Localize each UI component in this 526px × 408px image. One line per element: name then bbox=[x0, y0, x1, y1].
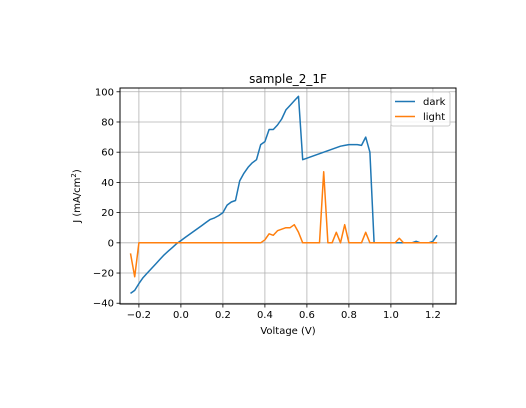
x-axis-ticks: −0.2 0.0 0.2 0.4 0.6 0.8 1.0 1.2 bbox=[127, 304, 441, 321]
x-axis-label: Voltage (V) bbox=[260, 326, 315, 337]
legend-dark-label: dark bbox=[423, 97, 446, 108]
y-axis-label-superscript: 2 bbox=[70, 173, 78, 177]
y-tick-label: 20 bbox=[101, 208, 114, 219]
series-layer bbox=[129, 95, 438, 295]
series-line-light bbox=[129, 171, 438, 278]
x-tick-label: 0.0 bbox=[173, 310, 189, 321]
x-tick-label: 0.8 bbox=[341, 310, 357, 321]
y-tick-label: −40 bbox=[93, 299, 114, 310]
x-tick-label: 0.6 bbox=[299, 310, 315, 321]
y-axis-label: J (mA/cm2) bbox=[70, 169, 83, 224]
x-tick-label: 0.2 bbox=[215, 310, 231, 321]
y-tick-label: 60 bbox=[101, 148, 114, 159]
y-axis-label-text: J (mA/cm bbox=[72, 178, 83, 224]
y-tick-label: 80 bbox=[101, 117, 114, 128]
chart-title: sample_2_1F bbox=[249, 72, 327, 86]
x-tick-label: −0.2 bbox=[127, 310, 151, 321]
y-axis-label-close: ) bbox=[72, 169, 83, 173]
y-tick-label: 0 bbox=[108, 238, 114, 249]
legend-box bbox=[390, 91, 451, 127]
x-tick-label: 0.4 bbox=[257, 310, 273, 321]
y-axis-ticks: −40 −20 0 20 40 60 80 100 bbox=[93, 87, 120, 310]
y-tick-label: −20 bbox=[93, 269, 114, 280]
x-tick-label: 1.2 bbox=[425, 310, 441, 321]
y-tick-label: 40 bbox=[101, 178, 114, 189]
legend-light-label: light bbox=[423, 112, 445, 123]
plot-frame bbox=[119, 87, 457, 305]
legend: dark light bbox=[390, 91, 451, 127]
x-tick-label: 1.0 bbox=[383, 310, 399, 321]
y-tick-label: 100 bbox=[95, 87, 114, 98]
